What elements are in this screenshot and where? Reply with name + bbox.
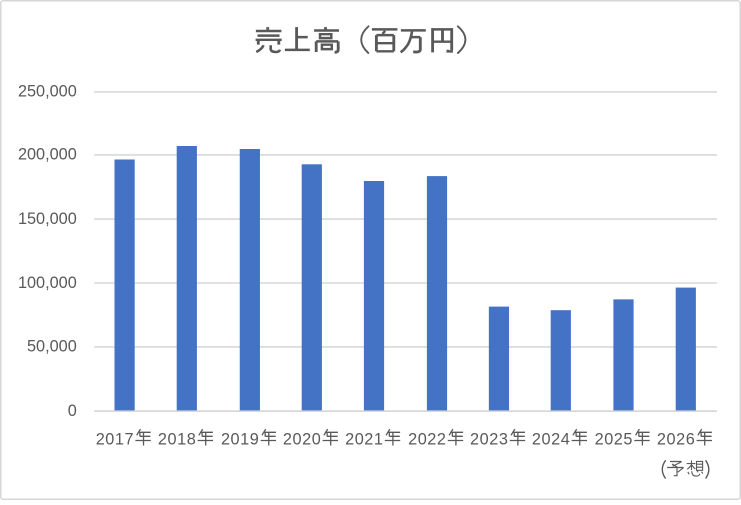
svg-text:2018: 2018 xyxy=(158,431,196,449)
svg-text:2020: 2020 xyxy=(283,431,321,449)
svg-text:0: 0 xyxy=(68,402,77,420)
svg-text:2024: 2024 xyxy=(532,431,570,449)
svg-text:2022: 2022 xyxy=(408,431,446,449)
svg-text:200,000: 200,000 xyxy=(18,146,77,164)
svg-text:2019: 2019 xyxy=(221,431,259,449)
svg-text:150,000: 150,000 xyxy=(18,210,77,228)
svg-text:50,000: 50,000 xyxy=(27,338,77,356)
svg-text:2017: 2017 xyxy=(96,431,134,449)
svg-text:250,000: 250,000 xyxy=(18,83,77,101)
svg-text:2023: 2023 xyxy=(470,431,508,449)
svg-text:100,000: 100,000 xyxy=(18,274,77,292)
svg-text:2025: 2025 xyxy=(595,431,633,449)
svg-text:2026: 2026 xyxy=(657,431,695,449)
svg-text:2021: 2021 xyxy=(345,431,383,449)
